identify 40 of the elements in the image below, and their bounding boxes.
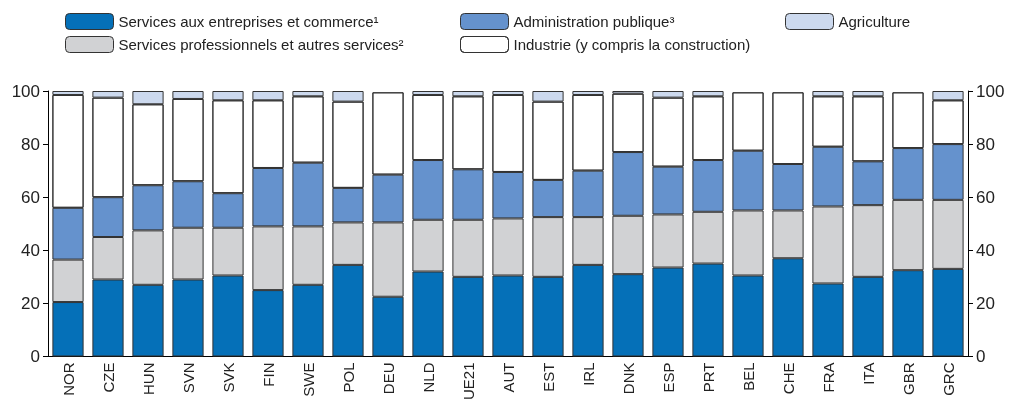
x-tick-label: POL [339,362,357,393]
x-tick-label: FIN [259,362,277,387]
x-tick-label: NLD [419,362,437,393]
x-tick-label: GRC [939,362,957,396]
x-tick-label: SVK [219,362,237,393]
y-tick-label: 80 [21,134,40,154]
x-tick-label: NOR [59,362,77,396]
x-tick-label: PRT [699,362,717,393]
x-tick-label: HUN [139,362,157,395]
x-tick-label: UE21 [459,362,477,401]
y2-tick-label: 0 [976,346,986,366]
y-tick-label: 40 [21,240,40,260]
y2-tick-label: 80 [976,134,995,154]
x-tick-label: BEL [739,362,757,391]
x-tick-label: DNK [619,362,637,395]
y-tick-label: 100 [11,81,40,101]
x-tick-label: EST [539,362,557,392]
x-tick-label: IRL [579,362,597,386]
legend-label: Services professionnels et autres services² [118,36,404,53]
y2-tick-label: 100 [976,81,1005,101]
y2-tick-label: 20 [976,293,995,313]
x-tick-label: CZE [99,362,117,393]
x-tick-label: AUT [499,362,517,393]
y2-tick-label: 40 [976,240,995,260]
y-tick-label: 20 [21,293,40,313]
x-tick-label: ITA [859,362,877,385]
x-tick-label: SVN [179,362,197,394]
legend-label: Administration publique³ [513,13,675,30]
x-tick-label: DEU [379,362,397,395]
legend-label: Services aux entreprises et commerce¹ [118,13,379,30]
y-tick-label: 60 [21,187,40,207]
y-tick-label: 0 [30,346,40,366]
y2-tick-label: 60 [976,187,995,207]
x-tick-label: FRA [819,362,837,393]
x-tick-label: ESP [659,362,677,393]
x-tick-label: SWE [299,362,317,397]
x-tick-label: GBR [899,362,917,395]
x-tick-label: CHE [779,362,797,395]
legend-label: Industrie (y compris la construction) [513,36,751,53]
legend-label: Agriculture [838,13,911,30]
